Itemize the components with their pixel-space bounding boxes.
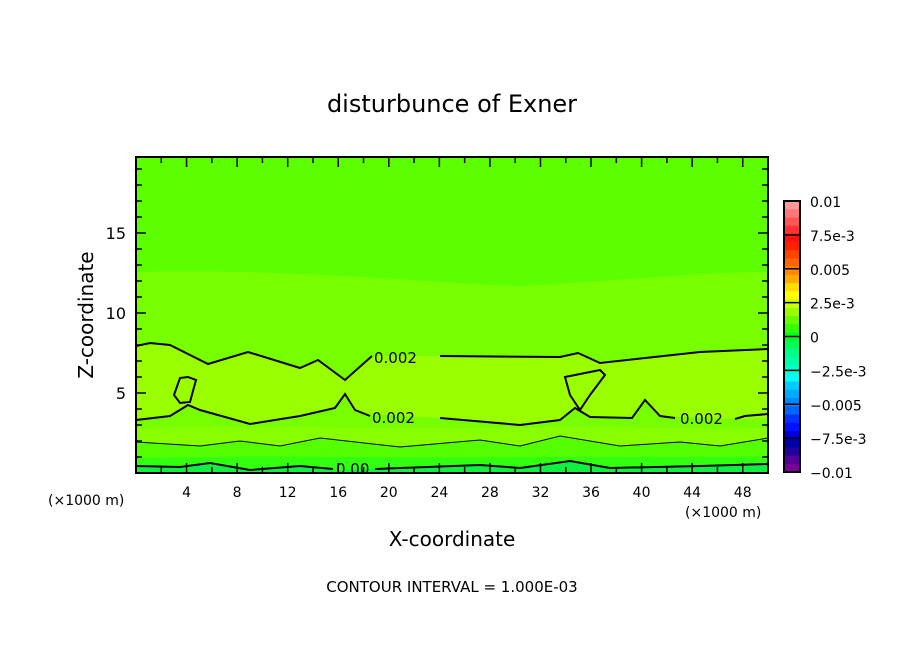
colorbar-cell (784, 291, 800, 301)
colorbar-cell (784, 233, 800, 243)
y-axis-label: Z-coordinate (74, 251, 98, 378)
colorbar-cell (784, 463, 800, 473)
chart-title: disturbunce of Exner (327, 90, 577, 118)
colorbar-cell (784, 398, 800, 407)
band-high (136, 345, 768, 425)
colorbar-cell (784, 250, 800, 259)
x-tick-label: 28 (481, 485, 499, 501)
colorbar-cell (784, 324, 800, 333)
colorbar-cell (784, 209, 800, 218)
y-unit-label: (×1000 m) (48, 493, 124, 509)
colorbar-cell (784, 201, 800, 210)
contour-line (135, 392, 371, 426)
colorbar-cell (784, 414, 800, 424)
colorbar-frame (783, 200, 801, 473)
x-tick-label: 36 (582, 485, 600, 501)
colorbar (783, 200, 801, 473)
colorbar-tick-label: 7.5e-3 (810, 229, 855, 245)
contour-line (135, 341, 373, 382)
contour-line (374, 459, 769, 470)
colorbar-cell (784, 283, 800, 292)
colorbar-cell (784, 299, 800, 309)
contour-line (135, 461, 334, 472)
contour-label: 0.00 (336, 460, 369, 478)
contour-line (439, 398, 676, 427)
colorbar-tick-label: 0.01 (810, 195, 841, 211)
x-tick-labels: 4 8 12 16 20 24 28 32 36 40 44 48 (182, 485, 752, 501)
colorbar-cell (784, 422, 800, 432)
contour-lines (135, 341, 769, 472)
colorbar-tick-label: −0.01 (810, 466, 853, 482)
contour-label: 0.002 (372, 409, 415, 427)
y-tick-label: 5 (116, 384, 126, 403)
axis-ticks (136, 157, 768, 473)
colorbar-cell (784, 447, 800, 457)
colorbar-cell (784, 430, 800, 440)
colorbar-cell (784, 217, 800, 227)
colorbar-tick-label: −0.005 (810, 398, 862, 414)
colorbar-cell (784, 348, 800, 358)
colorbar-cell (784, 406, 800, 416)
colorbar-cell (784, 357, 800, 366)
colorbar-tick-label: 2.5e-3 (810, 297, 855, 313)
colorbar-cell (784, 340, 800, 350)
x-tick-label: 8 (233, 485, 242, 501)
x-tick-label: 24 (430, 485, 448, 501)
contour-line (439, 348, 769, 365)
colorbar-cell (784, 389, 800, 399)
x-tick-label: 40 (633, 485, 651, 501)
contour-interval-note: CONTOUR INTERVAL = 1.000E-03 (326, 578, 577, 596)
plot-frame (135, 156, 769, 474)
x-tick-label: 4 (182, 485, 191, 501)
colorbar-cell (784, 315, 800, 325)
plot-area: 0.002 0.002 0.002 0.00 (135, 156, 769, 478)
x-tick-label: 20 (380, 485, 398, 501)
colorbar-cell (784, 225, 800, 235)
colorbar-tick-label: 0 (810, 331, 819, 347)
x-tick-label: 12 (279, 485, 297, 501)
x-axis-label: X-coordinate (389, 527, 516, 551)
y-tick-labels: 5 10 15 (106, 224, 126, 403)
x-tick-label: 32 (532, 485, 550, 501)
colorbar-cell (784, 455, 800, 465)
colorbar-cell (784, 365, 800, 374)
colorbar-labels: 0.01 7.5e-3 0.005 2.5e-3 0 −2.5e-3 −0.005 −7.5e… (810, 195, 867, 482)
colorbar-cell (784, 266, 800, 276)
contour-label: 0.002 (374, 349, 417, 367)
colorbar-cell (784, 242, 800, 251)
colorbar-cell (784, 307, 800, 317)
colorbar-cell (784, 381, 800, 391)
colorbar-cell (784, 439, 800, 448)
colorbar-tick-label: 0.005 (810, 263, 850, 279)
contour-line (563, 368, 607, 412)
colorbar-cell (784, 258, 800, 268)
x-tick-label: 16 (329, 485, 347, 501)
x-unit-label: (×1000 m) (685, 505, 761, 521)
x-tick-label: 44 (683, 485, 701, 501)
contour-label: 0.002 (680, 410, 723, 428)
y-tick-label: 10 (106, 304, 126, 323)
contour-line (734, 413, 769, 420)
y-tick-label: 15 (106, 224, 126, 243)
colorbar-cell (784, 274, 800, 284)
x-tick-label: 48 (734, 485, 752, 501)
contour-line-thin (135, 435, 769, 448)
colorbar-tick-label: −2.5e-3 (810, 364, 867, 380)
contour-line (172, 375, 198, 405)
colorbar-tick-label: −7.5e-3 (810, 432, 867, 448)
colorbar-cell (784, 373, 800, 383)
